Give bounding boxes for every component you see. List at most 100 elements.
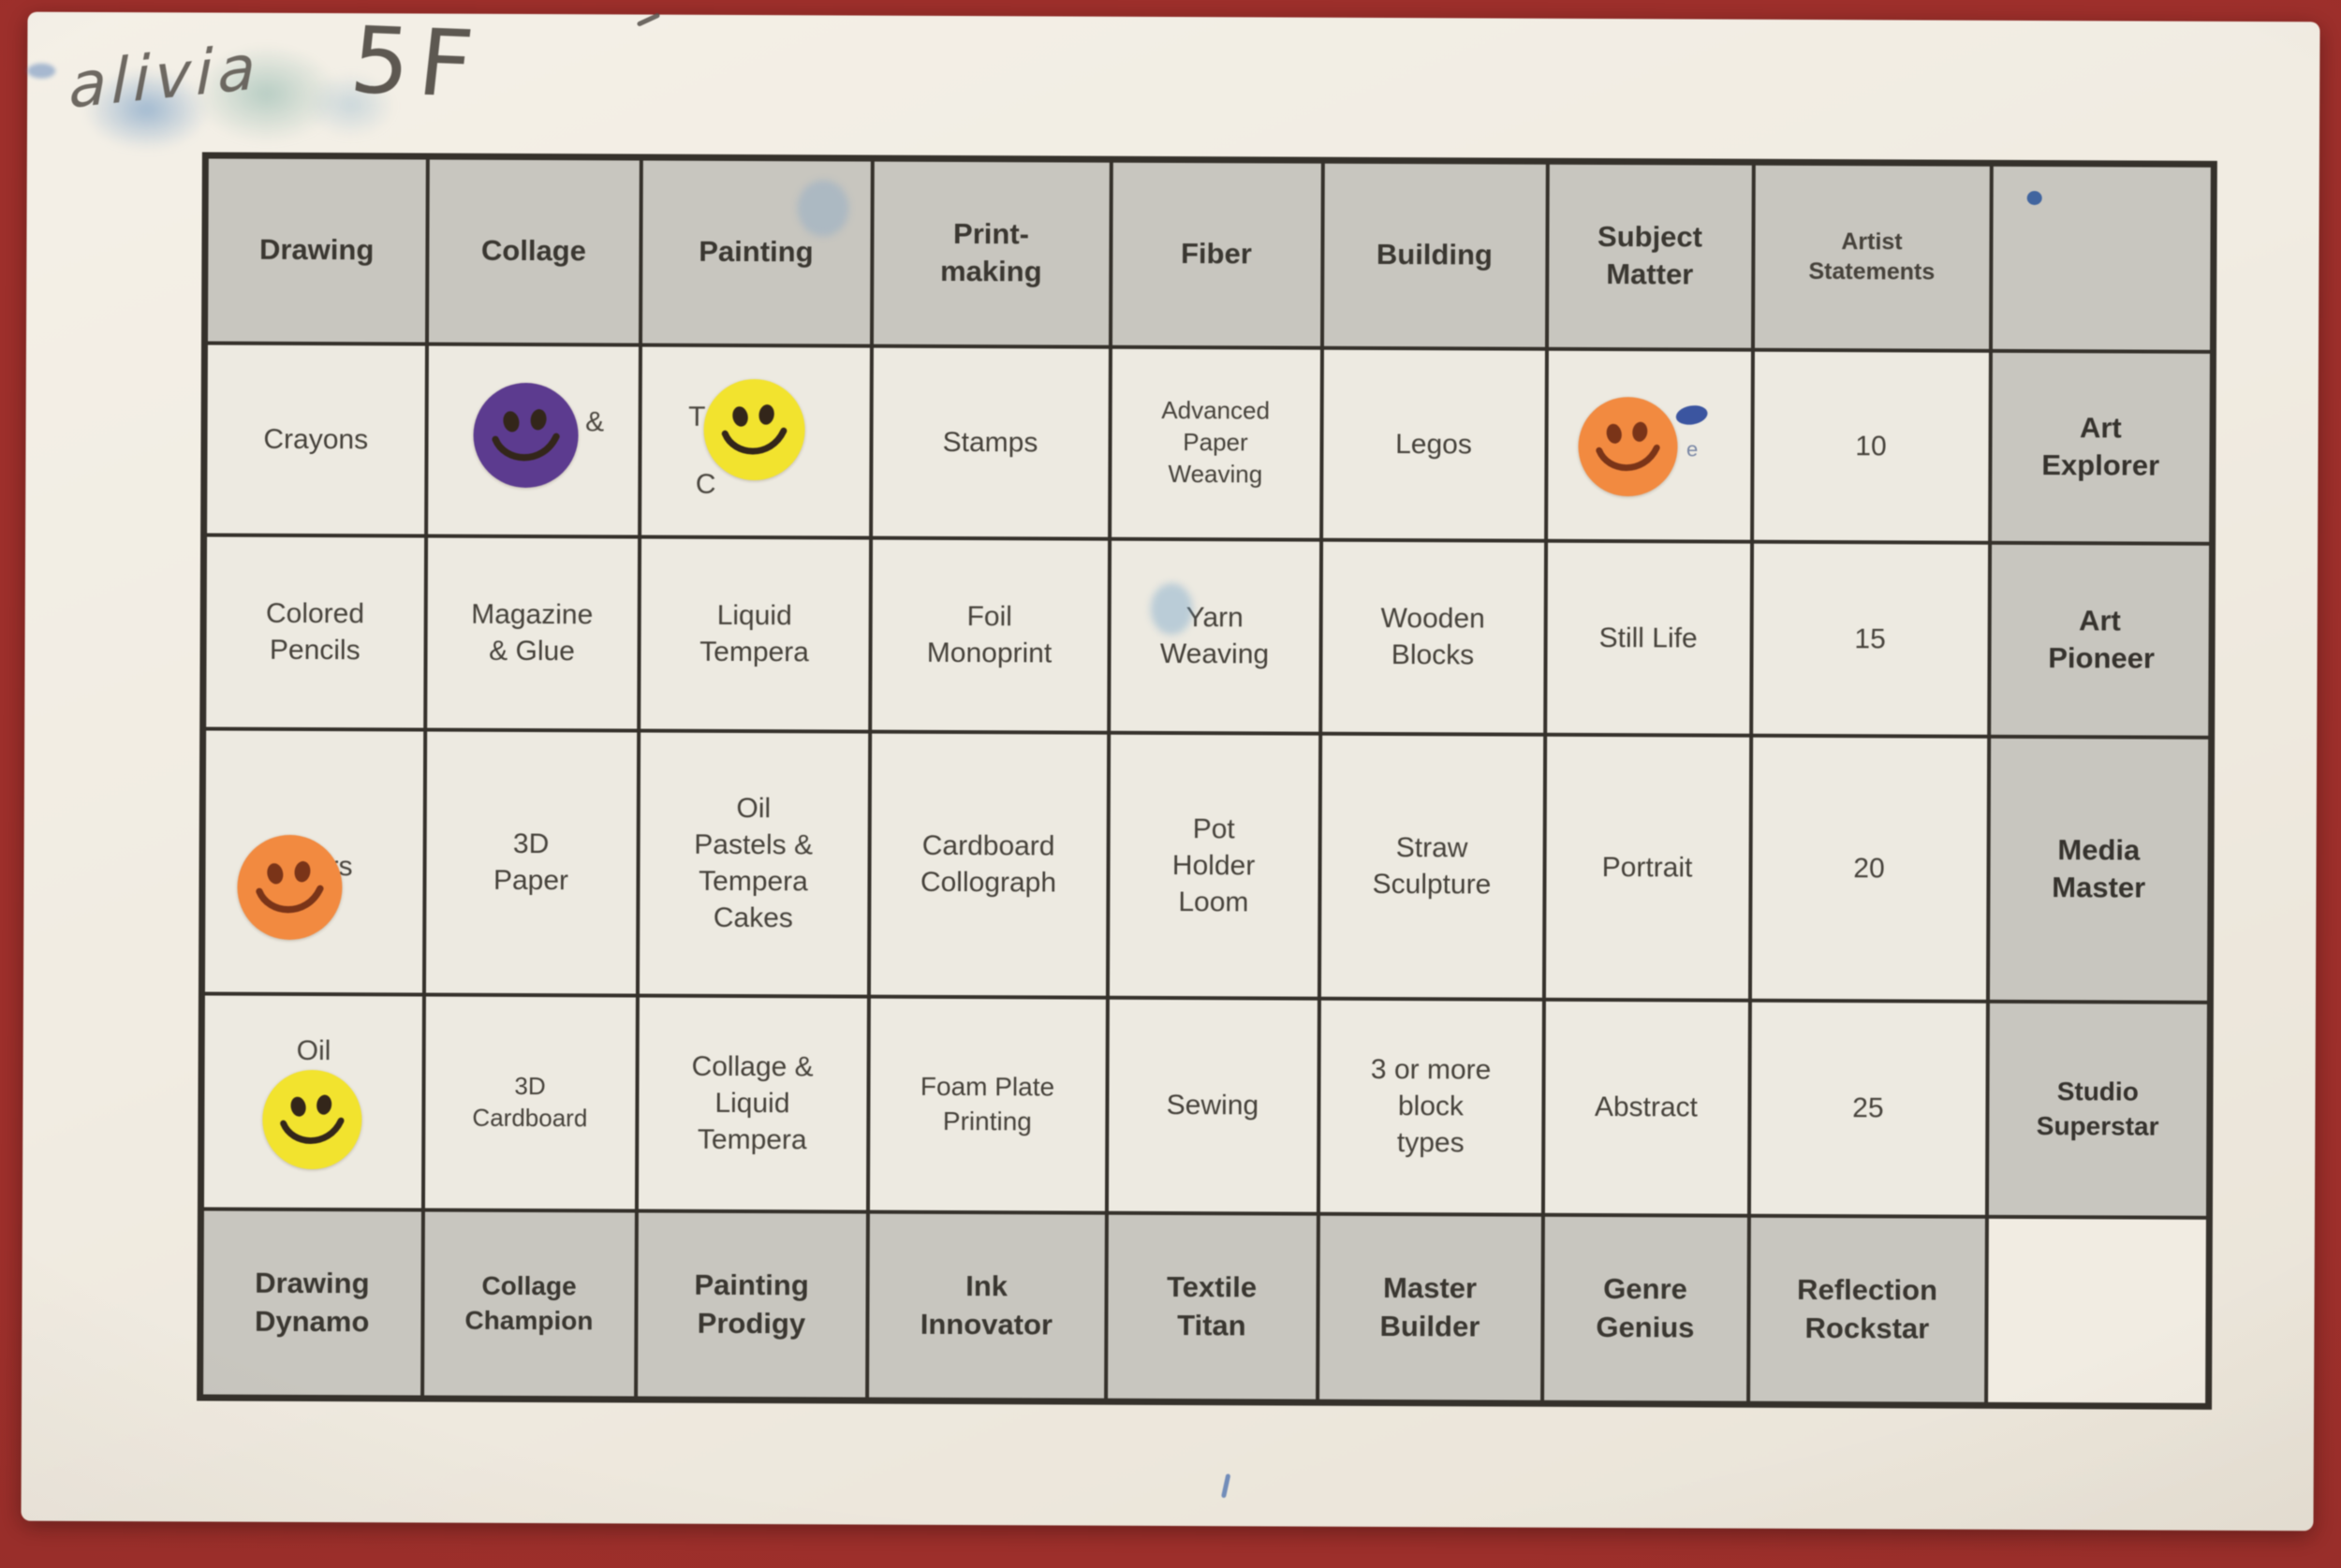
cell-artist-statements-20: 20 (1749, 735, 1989, 1002)
cell-printmaking-foil-monoprint: Foil Monoprint (869, 537, 1110, 733)
footer-blank (1985, 1216, 2210, 1407)
cell-text: 10 (1855, 430, 1887, 462)
footer-label: Drawing Dynamo (254, 1267, 370, 1339)
header-label: Artist Statements (1808, 227, 1936, 286)
table-row: Oil 3D Cardboard Collage & Liquid Temper… (200, 992, 2211, 1218)
cell-text: Oil Pastels & Tempera Cakes (694, 792, 814, 934)
cell-text: Art Pioneer (2048, 603, 2156, 675)
cell-artist-statements-25: 25 (1748, 1000, 1988, 1217)
table-row: Crayons & T C Stamps Advanced Paper Weav… (203, 342, 2214, 544)
cell-text: Cardboard Collograph (920, 829, 1057, 899)
cell-text: Collage & Liquid Tempera (691, 1050, 814, 1156)
footer-master-builder: Master Builder (1317, 1213, 1543, 1404)
cell-collage-magazine-glue: Magazine & Glue (424, 535, 640, 731)
cell-text: 3 or more block types (1370, 1053, 1492, 1159)
cell-text: Foam Plate Printing (920, 1071, 1055, 1136)
header-subject-matter: Subject Matter (1546, 161, 1754, 350)
footer-label: Collage Champion (464, 1271, 594, 1336)
cell-text: Colored Pencils (265, 597, 365, 667)
footer-textile-titan: Textile Titan (1105, 1212, 1318, 1403)
header-label: Collage (480, 233, 586, 268)
covered-text-fragment: Oil (296, 1034, 331, 1066)
cell-text: Portrait (1601, 851, 1693, 883)
footer-drawing-dynamo: Drawing Dynamo (199, 1208, 423, 1399)
handwritten-class-code: 5F (346, 7, 488, 120)
cell-painting-liquid-tempera: Liquid Tempera (638, 536, 871, 732)
cell-text: 20 (1853, 852, 1885, 884)
cell-collage-stickered: & (425, 344, 640, 537)
cell-printmaking-stamps: Stamps (870, 345, 1111, 539)
cell-text: Abstract (1594, 1091, 1699, 1123)
cell-text: Studio Superstar (2036, 1077, 2159, 1141)
cell-subject-still-life: Still Life (1544, 540, 1752, 736)
smiley-sticker-yellow (262, 1069, 362, 1169)
header-label: Subject Matter (1597, 219, 1703, 291)
handwritten-name-area: alivia 5F (37, 7, 562, 162)
header-fiber: Fiber (1110, 159, 1323, 348)
cell-painting-oil-pastels: Oil Pastels & Tempera Cakes (637, 730, 870, 997)
cell-fiber-advanced-paper-weaving: Advanced Paper Weaving (1109, 346, 1322, 540)
header-building: Building (1321, 160, 1548, 349)
cell-text: Advanced Paper Weaving (1161, 396, 1271, 489)
cell-collage-3d-cardboard: 3D Cardboard (422, 994, 638, 1211)
blue-paint-smudge (1150, 582, 1193, 635)
blue-ink-blob (1673, 403, 1709, 427)
smiley-sticker-orange (1577, 396, 1678, 496)
header-collage: Collage (426, 156, 641, 345)
cell-building-straw-sculpture: Straw Sculpture (1318, 733, 1545, 1000)
smiley-sticker-orange (237, 834, 343, 940)
table-row: Colored Pencils Magazine & Glue Liquid T… (202, 534, 2213, 738)
blue-paint-smudge (796, 180, 849, 237)
footer-label: Ink Innovator (920, 1269, 1053, 1341)
cell-text: 15 (1854, 623, 1886, 654)
header-print-making: Print-making (871, 158, 1112, 347)
cell-drawing-colored-pencils: Colored Pencils (202, 534, 426, 730)
cell-text: Still Life (1598, 622, 1698, 653)
cell-text: Media Master (2052, 832, 2146, 904)
cell-text: Magazine & Glue (471, 598, 594, 667)
smiley-sticker-yellow (702, 378, 805, 480)
blue-paint-speck (27, 63, 56, 79)
cell-printmaking-cardboard-collograph: Cardboard Collograph (868, 731, 1109, 998)
cell-drawing-crayons: Crayons (203, 342, 427, 536)
cell-text: Wooden Blocks (1380, 602, 1485, 671)
footer-label: Reflection Rockstar (1797, 1273, 1938, 1345)
cell-subject-portrait: Portrait (1543, 734, 1751, 1001)
header-drawing: Drawing (204, 154, 428, 344)
cell-collage-3d-paper: 3D Paper (423, 729, 639, 996)
footer-genre-genius: Genre Genius (1541, 1214, 1749, 1405)
cell-award-studio-superstar: Studio Superstar (1986, 1001, 2211, 1218)
footer-label: Genre Genius (1596, 1272, 1695, 1344)
header-artist-statements: Artist Statements (1752, 162, 1992, 351)
covered-text-fragment: e (1686, 436, 1699, 461)
cell-text: Foil Monoprint (926, 601, 1053, 669)
cell-text: 3D Paper (493, 828, 569, 897)
cell-building-wooden-blocks: Wooden Blocks (1319, 539, 1546, 735)
cell-text: Straw Sculpture (1372, 832, 1492, 901)
footer-row: Drawing Dynamo Collage Champion Painting… (199, 1208, 2210, 1407)
smiley-sticker-purple (472, 382, 579, 488)
header-label: Building (1376, 238, 1493, 271)
cell-fiber-pot-holder-loom: Pot Holder Loom (1107, 732, 1320, 999)
cell-fiber-yarn-weaving: Yarn Weaving (1108, 538, 1321, 734)
footer-label: Textile Titan (1167, 1270, 1258, 1342)
cell-building-legos: Legos (1320, 347, 1547, 541)
footer-collage-champion: Collage Champion (421, 1209, 637, 1400)
blue-ink-dot (2026, 190, 2042, 206)
blue-ink-tick (1220, 1473, 1231, 1499)
cell-building-block-types: 3 or more block types (1318, 998, 1544, 1215)
art-choice-board-table: Drawing Collage Painting Print-making Fi… (197, 152, 2217, 1410)
cell-drawing-stickered: Oil (200, 992, 424, 1210)
header-blank (1990, 163, 2215, 352)
footer-label: Painting Prodigy (694, 1268, 809, 1341)
pencil-dash-mark (636, 12, 661, 27)
cell-text: Legos (1395, 428, 1472, 460)
cell-text: 25 (1852, 1092, 1884, 1124)
cell-artist-statements-15: 15 (1750, 541, 1990, 737)
footer-ink-innovator: Ink Innovator (866, 1211, 1107, 1402)
cell-text: Art Explorer (2041, 410, 2160, 482)
cell-text: 3D Cardboard (472, 1071, 588, 1132)
footer-painting-prodigy: Painting Prodigy (635, 1210, 868, 1401)
header-row: Drawing Collage Painting Print-making Fi… (204, 154, 2215, 352)
